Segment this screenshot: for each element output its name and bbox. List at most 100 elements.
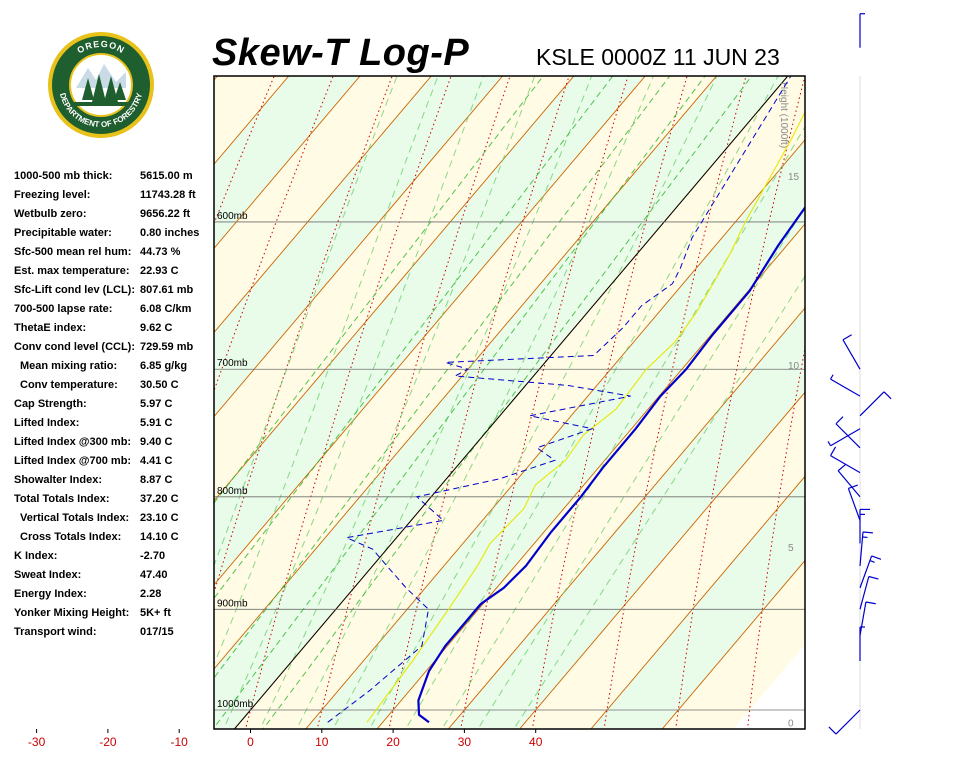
wind-barb-flag (883, 391, 892, 400)
wind-barb (859, 575, 879, 610)
index-label: Lifted Index: (14, 417, 80, 429)
wind-barb (859, 508, 870, 544)
x-tick-label: 30 (458, 735, 472, 749)
dry-adiabat (531, 76, 688, 729)
wind-barb-staff (830, 378, 861, 397)
index-label: Cross Totals Index: (20, 531, 122, 543)
height-tick-label: 10 (788, 361, 800, 372)
x-tick-label: -30 (28, 735, 46, 749)
index-row: ThetaE index: 9.62 C (14, 320, 214, 339)
moist-adiabat (295, 76, 593, 729)
index-value: 0.80 inches (140, 227, 200, 239)
index-value: 5.91 C (140, 417, 173, 429)
wind-barb-staff (859, 531, 864, 566)
x-tick-label: -10 (171, 735, 189, 749)
index-row: Lifted Index @700 mb: 4.41 C (14, 453, 214, 472)
index-value: 729.59 mb (140, 341, 194, 353)
index-label: Transport wind: (14, 626, 97, 638)
index-row: Conv cond level (CCL): 729.59 mb (14, 339, 214, 358)
index-label: Sfc-Lift cond lev (LCL): (14, 284, 135, 296)
index-label: Sweat Index: (14, 569, 82, 581)
temperature-line (417, 205, 805, 724)
index-value: 5K+ ft (140, 607, 171, 619)
chart-title: Skew-T Log-P (212, 32, 470, 74)
plot-border (213, 75, 806, 730)
wind-barb-column (827, 13, 892, 735)
x-tick-label: -20 (99, 735, 117, 749)
index-value: 5615.00 m (140, 170, 193, 182)
logo-trees-icon (82, 74, 126, 102)
index-value: 4.41 C (140, 455, 173, 467)
wind-barb-staff (859, 576, 870, 610)
wind-barb-flag (862, 531, 873, 534)
index-label: K Index: (14, 550, 58, 562)
index-label: 1000-500 mb thick: (14, 170, 113, 182)
index-value: 6.85 g/kg (140, 360, 188, 372)
index-row: Vertical Totals Index: 23.10 C (14, 510, 214, 529)
index-row: K Index: -2.70 (14, 548, 214, 567)
index-row: Transport wind: 017/15 (14, 624, 214, 643)
wind-barb (835, 416, 861, 449)
index-value: 23.10 C (140, 512, 179, 524)
moist-adiabat (368, 76, 718, 729)
index-row: Est. max temperature: 22.93 C (14, 263, 214, 282)
index-label: Lifted Index @300 mb: (14, 436, 132, 448)
index-row: Sfc-Lift cond lev (LCL): 807.61 mb (14, 282, 214, 301)
index-row: 700-500 lapse rate: 6.08 C/km (14, 301, 214, 320)
wind-barb-flag (842, 334, 852, 341)
height-tick-label: 0 (788, 719, 794, 730)
wind-barb-staff (847, 488, 861, 521)
index-label: Sfc-500 mean rel hum: (14, 246, 132, 258)
index-row: Sfc-500 mean rel hum: 44.73 % (14, 244, 214, 263)
wind-barb (859, 531, 873, 566)
index-value: 22.93 C (140, 265, 179, 277)
temperature-band (214, 76, 788, 729)
index-value: 30.50 C (140, 379, 179, 391)
pressure-label: 700mb (217, 358, 248, 369)
wind-barb (859, 13, 865, 48)
stability-indices-panel: 1000-500 mb thick: 5615.00 m Freezing leve… (14, 168, 214, 643)
temperature-band (234, 76, 805, 729)
index-label: ThetaE index: (14, 322, 87, 334)
index-row: Cross Totals Index: 14.10 C (14, 529, 214, 548)
station-time-label: KSLE 0000Z 11 JUN 23 (536, 44, 780, 70)
index-row: Total Totals Index: 37.20 C (14, 491, 214, 510)
index-value: 9.62 C (140, 322, 173, 334)
isotherm (305, 139, 805, 729)
index-value: 017/15 (140, 626, 174, 638)
wind-barb (828, 709, 861, 735)
height-tick-label: 5 (788, 543, 794, 554)
index-label: Conv temperature: (20, 379, 118, 391)
wind-barb-flag (868, 575, 879, 580)
wind-barb (827, 428, 861, 447)
wind-barb (830, 374, 861, 397)
index-label: Lifted Index @700 mb: (14, 455, 132, 467)
wind-barb-flag (830, 374, 834, 380)
wind-barb-flag (827, 441, 832, 447)
moist-adiabat (214, 76, 439, 666)
wind-barb-flag (835, 416, 844, 425)
index-row: Wetbulb zero: 9656.22 ft (14, 206, 214, 225)
wind-barb (842, 334, 861, 370)
moist-adiabat (477, 206, 805, 729)
index-value: 2.28 (140, 588, 162, 600)
isotherm (447, 307, 805, 729)
wind-barb (847, 484, 861, 521)
dry-adiabat (316, 76, 511, 729)
pressure-label: 500mb (217, 37, 248, 48)
index-row: Showalter Index: 8.87 C (14, 472, 214, 491)
wind-barb-staff (830, 428, 861, 447)
index-label: Showalter Index: (14, 474, 103, 486)
wind-barb-staff (859, 555, 873, 589)
wind-barb-flag (869, 560, 875, 563)
pressure-label: 1000mb (217, 699, 254, 710)
wind-barb-staff (835, 709, 861, 735)
index-row: Energy Index: 2.28 (14, 586, 214, 605)
wind-barb-flag (828, 726, 837, 735)
wind-barb (837, 463, 861, 498)
zero-isotherm (233, 76, 789, 729)
index-label: Total Totals Index: (14, 493, 110, 505)
